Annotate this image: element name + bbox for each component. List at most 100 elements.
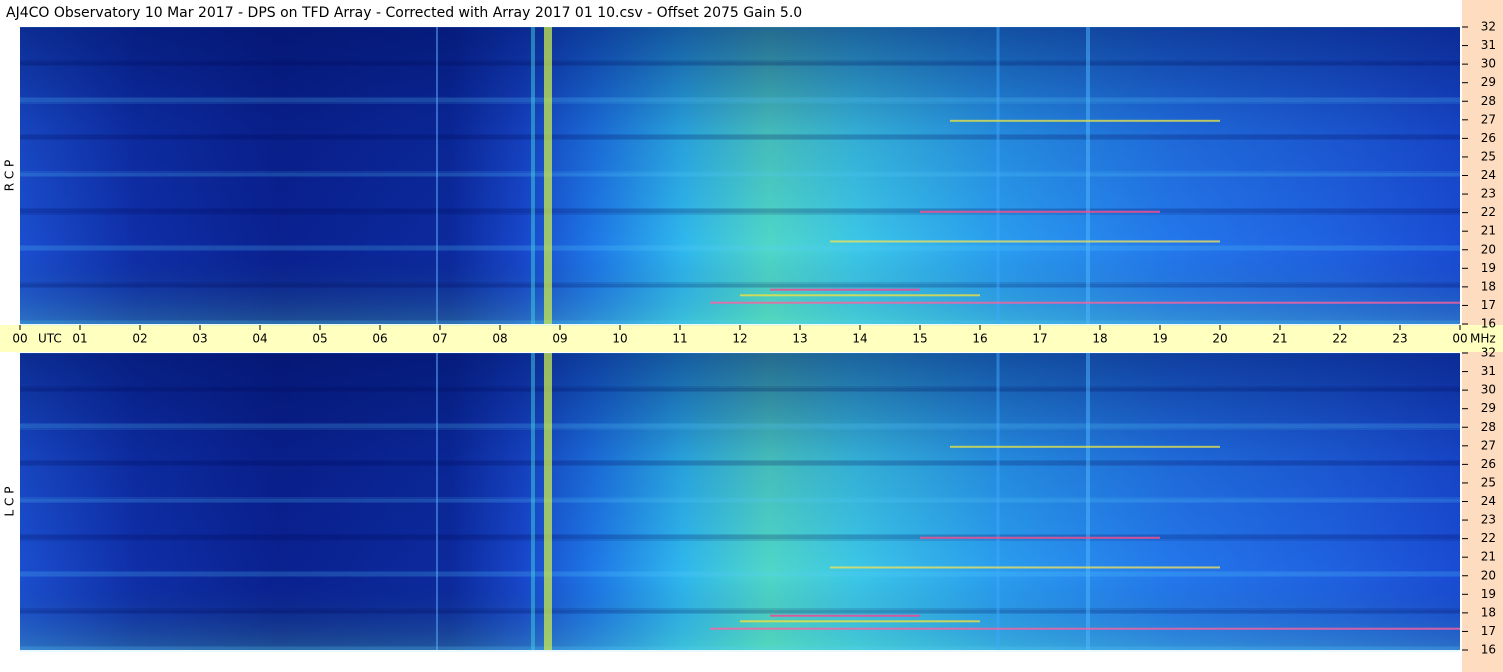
y-tick-label: 24 — [1481, 168, 1496, 182]
x-tick-label: 08 — [492, 332, 507, 346]
x-tick-label: 17 — [1032, 332, 1047, 346]
texture-band — [1086, 353, 1090, 650]
y-tick-label: 16 — [1481, 643, 1496, 657]
chart-title: AJ4CO Observatory 10 Mar 2017 - DPS on T… — [6, 5, 802, 21]
texture-stripe — [20, 171, 1460, 172]
y-tick-label: 23 — [1481, 513, 1496, 527]
x-tick-label: 05 — [312, 332, 327, 346]
texture-band — [1086, 27, 1090, 324]
texture-stripe — [20, 175, 1460, 177]
y-tick-label: 20 — [1481, 242, 1496, 256]
texture-stripe — [20, 136, 1460, 138]
x-tick-label: 02 — [132, 332, 147, 346]
texture-streak — [770, 288, 920, 291]
x-tick-label: 18 — [1092, 332, 1107, 346]
texture-stripe — [20, 611, 1460, 612]
texture-stripe — [20, 423, 1460, 425]
texture-stripe — [20, 463, 1460, 466]
texture-stripe — [20, 285, 1460, 286]
texture-stripe — [20, 460, 1460, 463]
unit-label: MHz — [1470, 332, 1496, 346]
y-tick-label: 17 — [1481, 298, 1496, 312]
texture-stripe — [20, 388, 1460, 391]
texture-stripe — [20, 538, 1460, 541]
texture-stripe — [20, 426, 1460, 428]
y-tick-label: 29 — [1481, 401, 1496, 415]
x-tick-label: 20 — [1212, 332, 1227, 346]
y-tick-label: 32 — [1481, 346, 1496, 360]
texture-stripe — [20, 612, 1460, 614]
texture-stripe — [20, 60, 1460, 61]
panel-label: L C P — [3, 487, 17, 517]
texture-stripe — [20, 536, 1460, 537]
y-tick-label: 28 — [1481, 420, 1496, 434]
texture-stripe — [20, 172, 1460, 174]
x-tick-label: 23 — [1392, 332, 1407, 346]
y-tick-label: 22 — [1481, 531, 1496, 545]
texture-stripe — [20, 427, 1460, 430]
texture-stripe — [20, 210, 1460, 211]
texture-stripe — [20, 500, 1460, 501]
texture-stripe — [20, 498, 1460, 500]
texture-stripe — [20, 27, 1460, 28]
texture-stripe — [20, 284, 1460, 287]
texture-stripe — [20, 248, 1460, 251]
texture-stripe — [20, 648, 1460, 650]
texture-streak — [710, 627, 1460, 630]
texture-stripe — [20, 283, 1460, 285]
texture-stripe — [20, 573, 1460, 575]
texture-stripe — [20, 571, 1460, 574]
panel-label: R C P — [3, 160, 17, 192]
texture-stripe — [20, 646, 1460, 649]
texture-stripe — [20, 464, 1460, 465]
y-tick-label: 27 — [1481, 112, 1496, 126]
y-tick-label: 20 — [1481, 568, 1496, 582]
x-tick-label: 12 — [732, 332, 747, 346]
x-axis-label: UTC — [38, 332, 62, 346]
texture-band — [544, 353, 552, 650]
y-tick-label: 27 — [1481, 438, 1496, 452]
texture-stripe — [20, 246, 1460, 247]
texture-stripe — [20, 386, 1460, 387]
x-tick-label: 00 — [1452, 332, 1467, 346]
texture-streak — [710, 301, 1460, 304]
y-tick-label: 16 — [1481, 317, 1496, 331]
y-tick-label: 23 — [1481, 187, 1496, 201]
texture-stripe — [20, 63, 1460, 64]
texture-stripe — [20, 100, 1460, 102]
texture-streak — [830, 566, 1220, 569]
texture-streak — [920, 210, 1160, 213]
texture-stripe — [20, 174, 1460, 175]
y-tick-label: 19 — [1481, 587, 1496, 601]
x-tick-label: 21 — [1272, 332, 1287, 346]
texture-stripe — [20, 608, 1460, 609]
y-tick-label: 31 — [1481, 38, 1496, 52]
texture-stripe — [20, 390, 1460, 392]
texture-stripe — [20, 247, 1460, 249]
texture-stripe — [20, 387, 1460, 389]
texture-stripe — [20, 425, 1460, 426]
texture-stripe — [20, 135, 1460, 136]
y-tick-label: 21 — [1481, 224, 1496, 238]
y-tick-label: 30 — [1481, 383, 1496, 397]
texture-stripe — [20, 211, 1460, 213]
texture-band — [996, 353, 1000, 650]
x-tick-label: 19 — [1152, 332, 1167, 346]
x-tick-label: 00 — [12, 332, 27, 346]
texture-stripe — [20, 137, 1460, 140]
y-tick-label: 28 — [1481, 94, 1496, 108]
y-tick-label: 24 — [1481, 494, 1496, 508]
texture-stripe — [20, 173, 1460, 176]
texture-stripe — [20, 501, 1460, 503]
texture-stripe — [20, 461, 1460, 462]
texture-stripe — [20, 138, 1460, 139]
y-tick-label: 26 — [1481, 457, 1496, 471]
x-tick-label: 11 — [672, 332, 687, 346]
texture-stripe — [20, 499, 1460, 502]
texture-stripe — [20, 245, 1460, 248]
texture-stripe — [20, 537, 1460, 539]
y-tick-label: 25 — [1481, 149, 1496, 163]
texture-stripe — [20, 535, 1460, 538]
y-tick-label: 22 — [1481, 205, 1496, 219]
